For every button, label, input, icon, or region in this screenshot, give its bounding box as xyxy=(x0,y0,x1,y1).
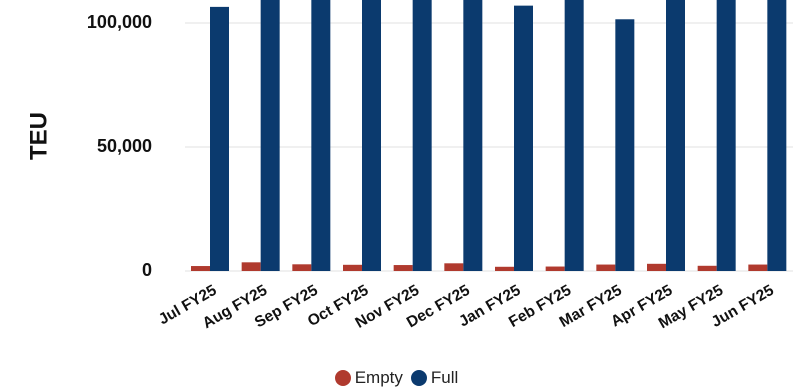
bar-full xyxy=(716,0,736,271)
bar-empty xyxy=(647,263,666,271)
legend-swatch-full xyxy=(410,370,427,386)
bar-empty xyxy=(393,265,413,271)
y-tick-label: 0 xyxy=(142,260,152,280)
y-axis-label: TEU xyxy=(25,112,52,160)
bar-empty xyxy=(596,264,616,271)
legend-label-empty: Empty xyxy=(354,368,403,387)
legend: Empty Full xyxy=(0,368,793,388)
bar-empty xyxy=(191,266,210,271)
bar-full xyxy=(210,6,229,271)
bar-full xyxy=(767,0,787,271)
grid-lines xyxy=(185,22,793,272)
bar-empty xyxy=(495,266,514,271)
legend-item-empty[interactable]: Empty xyxy=(334,368,403,388)
y-tick-label: 50,000 xyxy=(97,136,152,156)
bar-full xyxy=(666,0,685,271)
bar-empty xyxy=(748,264,768,271)
bar-full xyxy=(564,0,584,271)
y-axis-ticks: 0 50,000 100,000 xyxy=(87,12,152,280)
bar-full xyxy=(514,5,533,271)
legend-swatch-empty xyxy=(334,370,351,386)
bar-empty xyxy=(343,264,362,271)
legend-item-full[interactable]: Full xyxy=(410,368,459,388)
legend-label-full: Full xyxy=(430,368,459,387)
y-tick-label: 100,000 xyxy=(87,12,152,32)
bar-empty xyxy=(444,263,464,271)
bar-full xyxy=(260,0,280,271)
bar-empty xyxy=(292,264,312,271)
bar-empty xyxy=(545,266,565,271)
bar-full xyxy=(362,0,381,271)
bar-empty xyxy=(697,265,717,271)
bar-full xyxy=(615,19,635,272)
bar-full xyxy=(311,0,331,271)
bars xyxy=(191,0,787,272)
bar-empty xyxy=(241,262,261,271)
bar-full xyxy=(412,0,432,271)
bar-full xyxy=(463,0,483,271)
